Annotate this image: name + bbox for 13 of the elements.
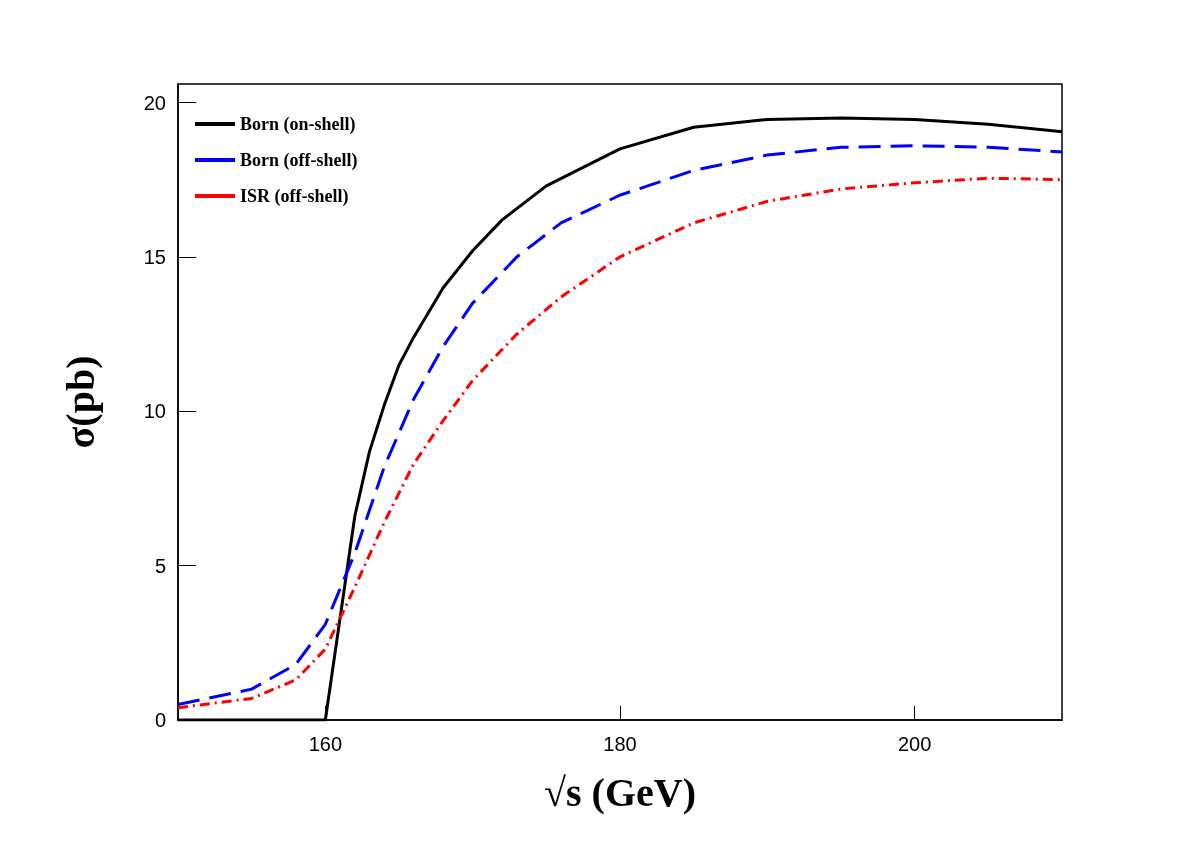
y-tick-label: 10 [143, 400, 166, 423]
x-tick-label: 200 [897, 733, 932, 755]
x-tick-label: 160 [308, 733, 343, 755]
y-tick-label: 15 [143, 245, 166, 268]
y-axis-title: σ(pb) [57, 355, 103, 449]
legend-label: ISR (off-shell) [240, 186, 349, 207]
y-tick-label: 0 [154, 709, 166, 731]
y-tick-label: 5 [154, 554, 166, 577]
x-tick-label: 180 [603, 733, 637, 755]
y-tick-label: 20 [143, 91, 166, 114]
legend-label: Born (off-shell) [240, 150, 358, 171]
legend-label: Born (on-shell) [240, 114, 356, 135]
x-axis-title: √s (GeV) [544, 769, 696, 815]
